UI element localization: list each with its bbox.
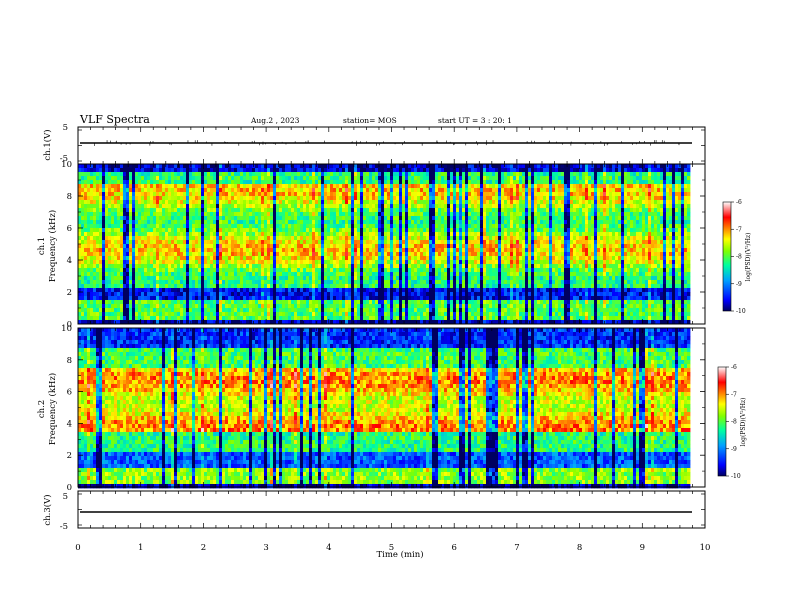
freq-ytick-label: 6 [67,224,72,234]
time-xtick-label: 0 [75,543,80,553]
time-xtick-label: 10 [700,543,711,553]
ch3-ytick-5: 5 [63,492,68,502]
ch1-ytick-minus5: -5 [60,154,68,164]
freq-ytick-label: 4 [67,256,72,266]
freq-ytick-label: 8 [67,356,72,366]
ch1-spectrogram-panel: 0 2 4 6 8 10 ch.1 Frequency (kHz) [37,160,706,330]
ch1-voltage-frame [77,126,706,165]
ch2-freq-yticks: 0 2 4 6 8 10 [61,324,705,493]
colorbar-tick-label: -8 [731,419,737,426]
freq-ytick-label: 6 [67,388,72,398]
ch3-voltage-panel: 5 -5 ch.3(V) [42,490,706,532]
figure-title: VLF Spectra [79,113,150,126]
time-xlabel: Time (min) [376,549,423,560]
ch1-channel-label: ch.1 [37,237,47,255]
colorbar-tick-label: -7 [731,391,737,398]
ch1-voltage-ylabel: ch.1(V) [42,129,53,160]
ch2-colorbar: -6 -7 -8 -9 -10 log(PSD)(V²/Hz) [717,364,747,480]
time-xtick-label: 7 [514,543,519,553]
freq-ytick-label: 2 [67,451,72,461]
colorbar-tick-label: -6 [736,199,742,206]
time-xtick-label: 1 [138,543,143,553]
colorbar-tick-label: -9 [731,446,737,453]
time-xtick-label: 3 [263,543,268,553]
freq-ytick-label: 2 [67,288,72,298]
ch2-colorbar-label: log(PSD)(V²/Hz) [740,398,747,447]
time-xtick-label: 6 [451,543,456,553]
header-station: station= MOS [343,116,397,125]
freq-ytick-label: 4 [67,419,72,429]
ch1-colorbar-label: log(PSD)(V²/Hz) [745,233,752,282]
freq-ytick-label: 8 [67,192,72,202]
ch1-colorbar-ramp [722,201,732,312]
ch2-channel-label: ch.2 [37,400,47,418]
ch1-freq-ylabel: Frequency (kHz) [47,210,58,282]
freq-ytick-label: 10 [61,324,72,334]
colorbar-tick-label: -10 [736,308,746,315]
ch2-colorbar-ramp [717,366,727,477]
colorbar-tick-label: -10 [731,473,741,480]
colorbar-tick-label: -6 [731,364,737,371]
header-date: Aug.2 , 2023 [250,116,300,125]
ch1-spectrogram-image [78,164,691,325]
colorbar-tick-label: -7 [736,226,742,233]
time-xtick-label: 5 [389,543,394,553]
colorbar-tick-label: -9 [736,281,742,288]
ch1-colorbar: -6 -7 -8 -9 -10 log(PSD)(V²/Hz) [722,199,752,315]
ch2-colorbar-ticks: -6 -7 -8 -9 -10 [726,364,741,480]
time-xtick-label: 4 [326,543,331,553]
ch1-freq-yticks: 0 2 4 6 8 10 [61,160,705,330]
header-start-time: start UT = 3 : 20: 1 [438,116,512,125]
ch2-spectrogram-image [78,328,691,489]
ch2-spectrogram-panel: 0 2 4 6 8 10 ch.2 Frequency (kHz) [37,324,706,493]
freq-ytick-label: 0 [67,483,72,493]
freq-ytick-label: 0 [67,320,72,330]
ch1-voltage-noise [94,140,680,146]
ch3-voltage-frame [77,490,706,529]
ch3-voltage-ylabel: ch.3(V) [42,494,53,525]
time-xtick-label: 9 [640,543,645,553]
time-xtick-label: 2 [201,543,206,553]
ch1-ytick-5: 5 [63,123,68,133]
time-xtick-label: 8 [577,543,582,553]
ch1-voltage-panel: 5 -5 ch.1(V) [42,123,706,165]
freq-ytick-label: 10 [61,160,72,170]
colorbar-tick-label: -8 [736,254,742,261]
ch2-freq-ylabel: Frequency (kHz) [47,373,58,445]
ch3-ytick-minus5: -5 [60,522,68,532]
time-x-axis: 0 1 2 3 4 5 6 7 8 9 10 [75,127,710,553]
ch1-colorbar-ticks: -6 -7 -8 -9 -10 [731,199,746,315]
